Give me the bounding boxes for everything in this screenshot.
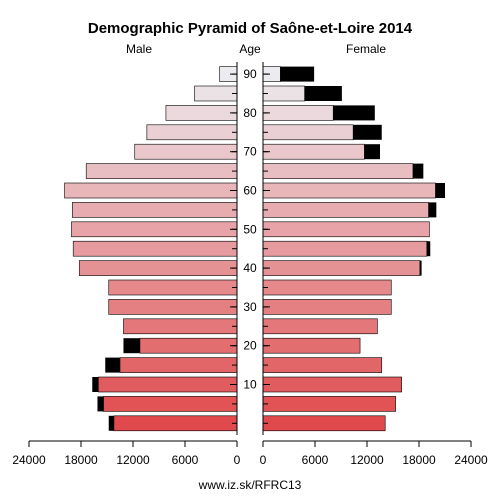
- female-excess-85-89: [304, 86, 342, 101]
- female-x-tick-label: 24000: [454, 453, 488, 467]
- female-bar-50-54: [262, 221, 430, 238]
- male-excess-10-14: [92, 377, 99, 392]
- male-bar-85-89: [194, 85, 238, 102]
- female-bar-10-14: [262, 376, 402, 393]
- female-bar-65-69: [262, 163, 414, 179]
- female-bar-45-49: [262, 240, 428, 257]
- male-bar-55-59: [72, 202, 238, 218]
- female-x-tick-label: 12000: [350, 453, 384, 467]
- age-tick-label: 40: [243, 261, 257, 275]
- male-excess-20-24: [123, 338, 140, 354]
- male-bar-80-84: [165, 105, 238, 121]
- male-bar-40-44: [78, 260, 238, 276]
- female-bar-25-29: [262, 318, 378, 335]
- male-bar-70-74: [134, 143, 238, 160]
- age-label: Age: [239, 42, 261, 56]
- female-bar-60-64: [262, 182, 436, 199]
- female-label: Female: [346, 42, 386, 56]
- male-x-tick-label: 24000: [12, 453, 46, 467]
- female-bar-75-79: [262, 124, 354, 141]
- male-bar-35-39: [108, 279, 238, 296]
- female-excess-80-84: [333, 105, 375, 121]
- female-excess-75-79: [353, 124, 382, 140]
- female-bars: [262, 66, 445, 432]
- female-bar-5-9: [262, 396, 396, 412]
- age-tick-label: 20: [243, 339, 257, 353]
- male-bar-20-24: [139, 337, 238, 354]
- female-excess-65-69: [412, 163, 424, 179]
- male-x-tick-label: 6000: [172, 453, 199, 467]
- age-tick-label: 30: [243, 300, 257, 314]
- age-tick-label: 50: [243, 222, 257, 236]
- male-x-tick-label: 0: [234, 453, 241, 467]
- male-bar-5-9: [103, 396, 238, 412]
- age-tick-label: 90: [243, 67, 257, 81]
- female-bar-70-74: [262, 143, 365, 160]
- female-excess-70-74: [364, 144, 380, 160]
- male-label: Male: [126, 42, 152, 56]
- male-bar-15-19: [119, 357, 238, 373]
- female-bar-40-44: [262, 260, 421, 276]
- male-bar-65-69: [85, 163, 238, 179]
- male-excess-15-19: [105, 357, 120, 373]
- male-bar-0-4: [113, 415, 238, 432]
- male-bar-45-49: [72, 240, 238, 257]
- age-tick-label: 70: [243, 145, 257, 159]
- female-excess-90+: [280, 66, 315, 82]
- female-excess-60-64: [435, 183, 445, 198]
- chart-title: Demographic Pyramid of Saône-et-Loire 20…: [88, 20, 413, 37]
- female-excess-45-49: [426, 241, 431, 257]
- male-x-tick-label: 12000: [116, 453, 150, 467]
- male-excess-0-4: [108, 415, 114, 431]
- male-bars: [64, 66, 238, 432]
- male-bar-30-34: [108, 299, 238, 315]
- female-bar-20-24: [262, 337, 361, 354]
- male-excess-5-9: [97, 396, 104, 412]
- source-label: www.iz.sk/RFRC13: [198, 478, 302, 492]
- age-tick-label: 80: [243, 106, 257, 120]
- male-bar-75-79: [146, 124, 238, 141]
- male-bar-60-64: [64, 182, 238, 199]
- age-tick-label: 10: [243, 378, 257, 392]
- female-excess-55-59: [428, 202, 437, 218]
- male-bar-50-54: [71, 221, 238, 238]
- female-bar-35-39: [262, 279, 392, 296]
- female-bar-55-59: [262, 202, 429, 218]
- male-bar-10-14: [98, 376, 238, 393]
- female-x-tick-label: 6000: [302, 453, 329, 467]
- female-bar-85-89: [262, 85, 305, 102]
- axes: 24000 18000 12000 6000 0 0 6000 12000 18000 24000…: [12, 62, 488, 467]
- female-bar-15-19: [262, 357, 383, 373]
- female-x-tick-label: 18000: [402, 453, 436, 467]
- female-bar-0-4: [262, 415, 386, 432]
- female-excess-40-44: [419, 260, 422, 276]
- age-tick-label: 60: [243, 184, 257, 198]
- male-bar-25-29: [123, 318, 238, 335]
- female-x-tick-label: 0: [260, 453, 267, 467]
- female-bar-80-84: [262, 105, 334, 121]
- female-bar-30-34: [262, 299, 392, 315]
- male-x-tick-label: 18000: [64, 453, 98, 467]
